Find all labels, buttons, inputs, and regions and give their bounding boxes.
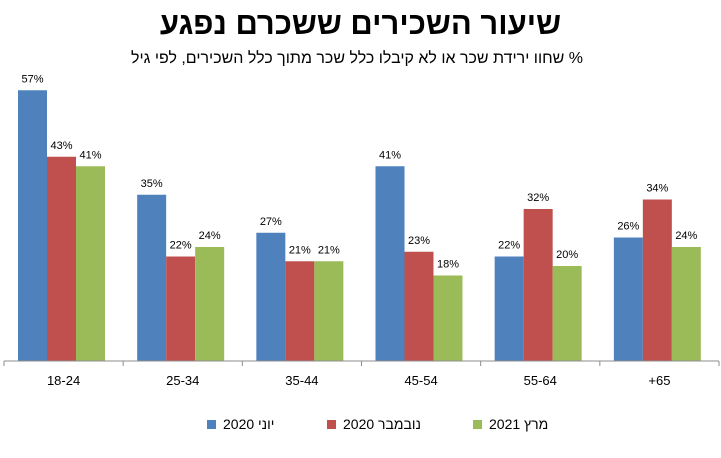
data-label: 41%	[79, 149, 101, 161]
bar-55-64-series-3	[552, 266, 582, 361]
data-label: 24%	[675, 230, 697, 242]
data-label: 23%	[408, 235, 430, 247]
x-tick-label: 45-54	[404, 373, 437, 388]
bar-18-24-series-2	[47, 156, 76, 361]
x-tick-label: 25-34	[166, 373, 199, 388]
x-tick-label: 18-24	[47, 373, 80, 388]
bar-35-44-series-2	[285, 261, 315, 361]
bar-35-44-series-3	[314, 261, 344, 361]
data-label: 20%	[556, 249, 578, 261]
data-label: 22%	[498, 240, 520, 252]
data-label: 24%	[199, 230, 221, 242]
data-label: 18%	[437, 259, 459, 271]
legend-label: יוני 2020	[223, 416, 274, 432]
bar-18-24-series-1	[18, 90, 47, 361]
data-label: 43%	[50, 140, 72, 152]
bar-55-64-series-1	[494, 256, 524, 361]
bar-65+-series-1	[613, 237, 643, 361]
x-tick-label: 55-64	[524, 373, 557, 388]
bar-45-54-series-1	[375, 166, 405, 361]
legend-label: נובמבר 2020	[343, 416, 421, 432]
legend-swatch	[473, 420, 482, 429]
legend-label: מרץ 2021	[489, 416, 548, 432]
bar-45-54-series-3	[433, 275, 463, 361]
bar-45-54-series-2	[404, 251, 434, 361]
bar-18-24-series-3	[76, 166, 105, 361]
data-label: 41%	[379, 149, 401, 161]
bar-25-34-series-2	[166, 256, 196, 361]
x-tick-label: +65	[648, 373, 670, 388]
data-label: 27%	[260, 216, 282, 228]
data-label: 32%	[527, 192, 549, 204]
bar-35-44-series-1	[256, 232, 286, 361]
bar-55-64-series-2	[523, 209, 553, 361]
data-label: 22%	[170, 240, 192, 252]
bar-65+-series-2	[642, 199, 672, 361]
data-label: 35%	[141, 178, 163, 190]
legend-swatch	[207, 420, 216, 429]
bar-25-34-series-1	[137, 194, 167, 361]
data-label: 21%	[289, 244, 311, 256]
chart-subtitle: % שחוו ירידת שכר או לא קיבלו כלל שכר מתו…	[131, 50, 583, 67]
data-label: 26%	[617, 221, 639, 233]
data-label: 34%	[646, 183, 668, 195]
legend-swatch	[327, 420, 336, 429]
data-label: 21%	[318, 244, 340, 256]
data-label: 57%	[21, 73, 43, 85]
x-tick-label: 35-44	[285, 373, 318, 388]
bar-65+-series-3	[671, 247, 701, 361]
bar-25-34-series-3	[195, 247, 225, 361]
chart-title: שיעור השכירים ששכרם נפגע	[159, 6, 562, 41]
